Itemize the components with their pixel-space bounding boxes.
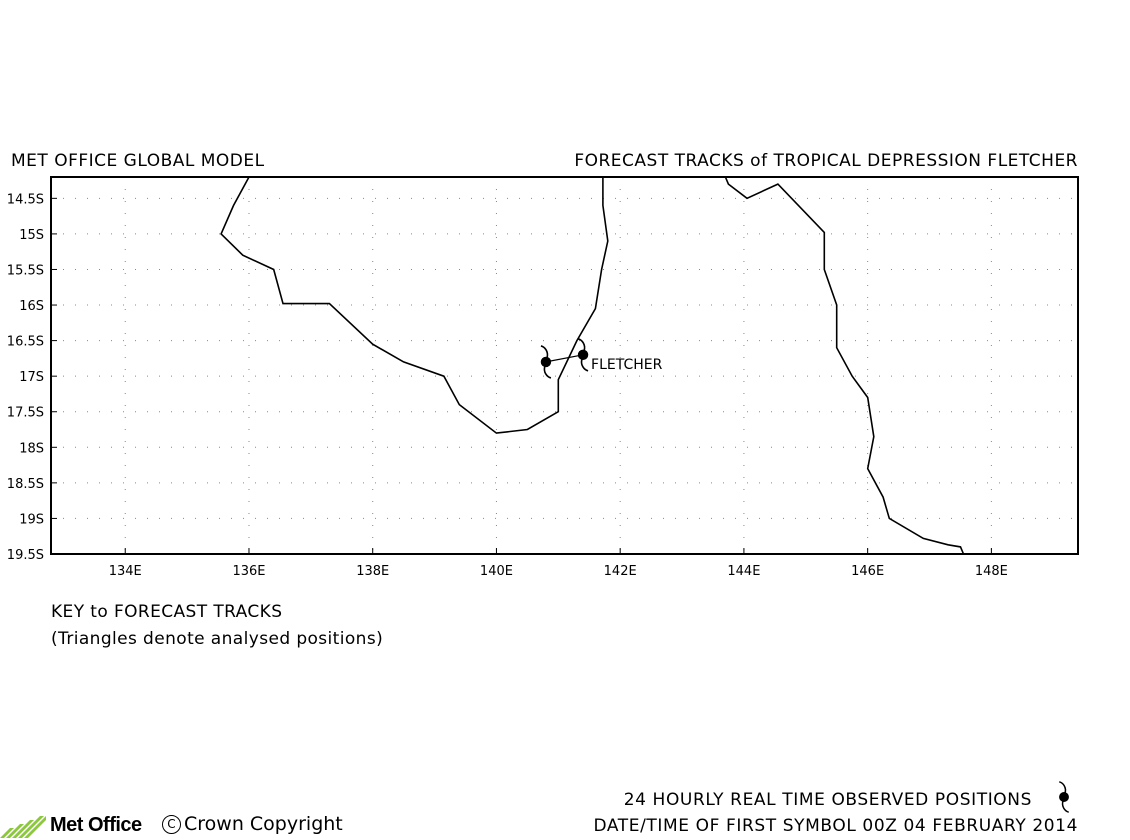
lat-tick-label: 17.5S — [7, 406, 44, 421]
lon-tick-label: 146E — [851, 564, 884, 579]
model-title: MET OFFICE GLOBAL MODEL — [11, 151, 265, 171]
coastline — [220, 176, 609, 434]
lon-tick-label: 142E — [604, 564, 637, 579]
storm-symbol-arm — [543, 365, 552, 379]
storm-symbol-core — [540, 356, 552, 368]
storm-symbol-arm — [580, 358, 589, 372]
met-office-wave-icon — [0, 816, 46, 838]
lon-tick-label: 144E — [727, 564, 760, 579]
coastline-layer — [220, 176, 965, 555]
lat-tick-label: 19S — [19, 512, 44, 527]
lat-tick-label: 17S — [19, 370, 44, 385]
storm-symbol-arm — [577, 338, 586, 352]
storm-symbol-arm — [1058, 781, 1067, 794]
lon-tick-label: 140E — [480, 564, 513, 579]
axis-tick-labels: 14.5S 15S 15.5S 16S 16.5S 17S 17.5S 18S 18.5S 19S… — [7, 192, 1008, 579]
forecast-title: FORECAST TRACKS of TROPICAL DEPRESSION F… — [574, 151, 1078, 171]
key-note: (Triangles denote analysed positions) — [51, 629, 384, 649]
coastline — [724, 176, 965, 555]
observed-positions-label: 24 HOURLY REAL TIME OBSERVED POSITIONS — [623, 790, 1032, 810]
storm-symbol-arm — [540, 345, 549, 359]
lat-tick-label: 14.5S — [7, 192, 44, 207]
cyclone-symbol-icon — [1058, 781, 1070, 813]
lat-tick-label: 16.5S — [7, 335, 44, 350]
lat-tick-label: 18S — [19, 441, 44, 456]
copyright-text: Crown Copyright — [184, 813, 343, 835]
storm-name-label: FLETCHER — [591, 357, 663, 373]
key-title: KEY to FORECAST TRACKS — [51, 602, 283, 622]
lat-tick-label: 15S — [19, 228, 44, 243]
storm-symbol-core — [577, 349, 589, 361]
storm-symbol-arm — [1061, 800, 1070, 813]
lon-tick-label: 136E — [232, 564, 265, 579]
storm-position-symbol — [1058, 781, 1070, 813]
storm-track: FLETCHER — [540, 338, 663, 379]
lon-tick-label: 138E — [356, 564, 389, 579]
met-office-logo: Met Office — [0, 812, 142, 838]
lon-tick-label: 148E — [975, 564, 1008, 579]
copyright-notice: C Crown Copyright — [162, 813, 343, 835]
lat-tick-label: 19.5S — [7, 548, 44, 563]
first-symbol-datetime: DATE/TIME OF FIRST SYMBOL 00Z 04 FEBRUAR… — [593, 816, 1078, 836]
copyright-icon: C — [162, 814, 181, 834]
storm-position-symbol — [577, 338, 589, 372]
met-office-wordmark: Met Office — [50, 813, 142, 836]
lon-tick-label: 134E — [109, 564, 142, 579]
storm-position-symbol — [540, 345, 552, 379]
lat-tick-label: 18.5S — [7, 477, 44, 492]
map-frame — [50, 176, 1079, 555]
storm-symbol-core — [1059, 792, 1069, 802]
observed-track-line — [545, 354, 584, 363]
lat-tick-label: 16S — [19, 299, 44, 314]
lat-tick-label: 15.5S — [7, 263, 44, 278]
